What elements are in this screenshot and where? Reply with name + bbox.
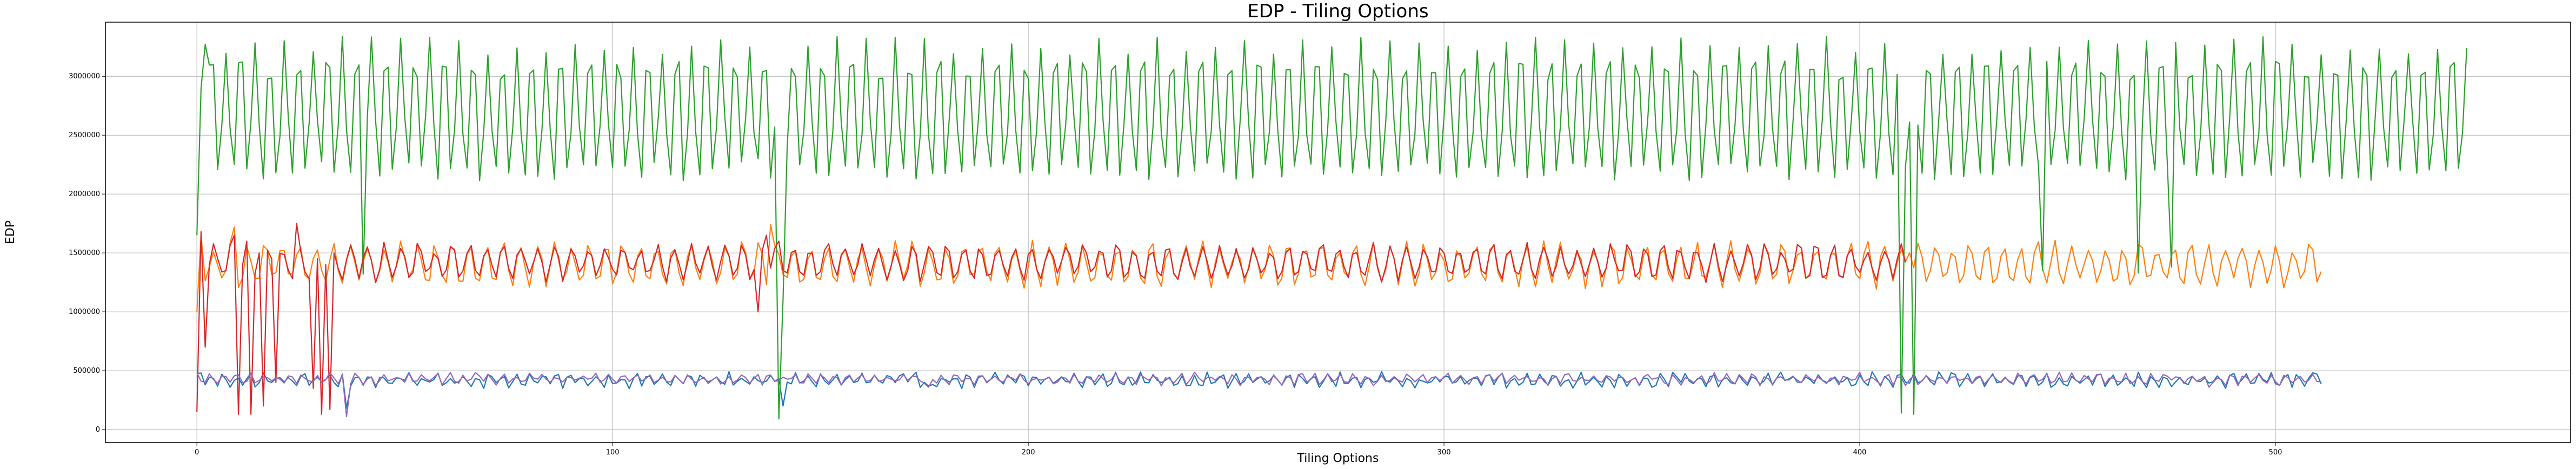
x-tick-label: 0 — [195, 448, 199, 457]
x-tick-label: 500 — [2269, 448, 2282, 457]
x-tick-label: 400 — [1853, 448, 1867, 457]
series-line-4 — [196, 223, 1906, 415]
grid — [105, 22, 2571, 443]
x-axis-label: Tiling Options — [1297, 452, 1379, 465]
series-line-5 — [196, 371, 2321, 418]
x-tick-label: 200 — [1022, 448, 1035, 457]
chart-title: EDP - Tiling Options — [1247, 1, 1428, 22]
y-tick-label: 500000 — [73, 367, 100, 375]
plot-area — [105, 22, 2571, 443]
x-axis: 0 100 200 300 400 500 — [195, 443, 2282, 457]
y-tick-label: 3000000 — [69, 72, 100, 81]
x-tick-label: 300 — [1437, 448, 1451, 457]
y-axis-label: EDP — [4, 220, 17, 244]
y-tick-label: 1000000 — [69, 308, 100, 316]
series-layer — [196, 36, 2467, 420]
series-line-3 — [196, 36, 2467, 420]
y-tick-label: 0 — [96, 426, 100, 434]
y-tick-label: 2500000 — [69, 131, 100, 139]
y-tick-label: 1500000 — [69, 249, 100, 257]
y-tick-label: 2000000 — [69, 190, 100, 198]
y-axis: 0 500000 1000000 1500000 2000000 2500000 30000… — [69, 72, 105, 434]
x-tick-label: 100 — [606, 448, 620, 457]
plot-frame — [105, 22, 2571, 443]
